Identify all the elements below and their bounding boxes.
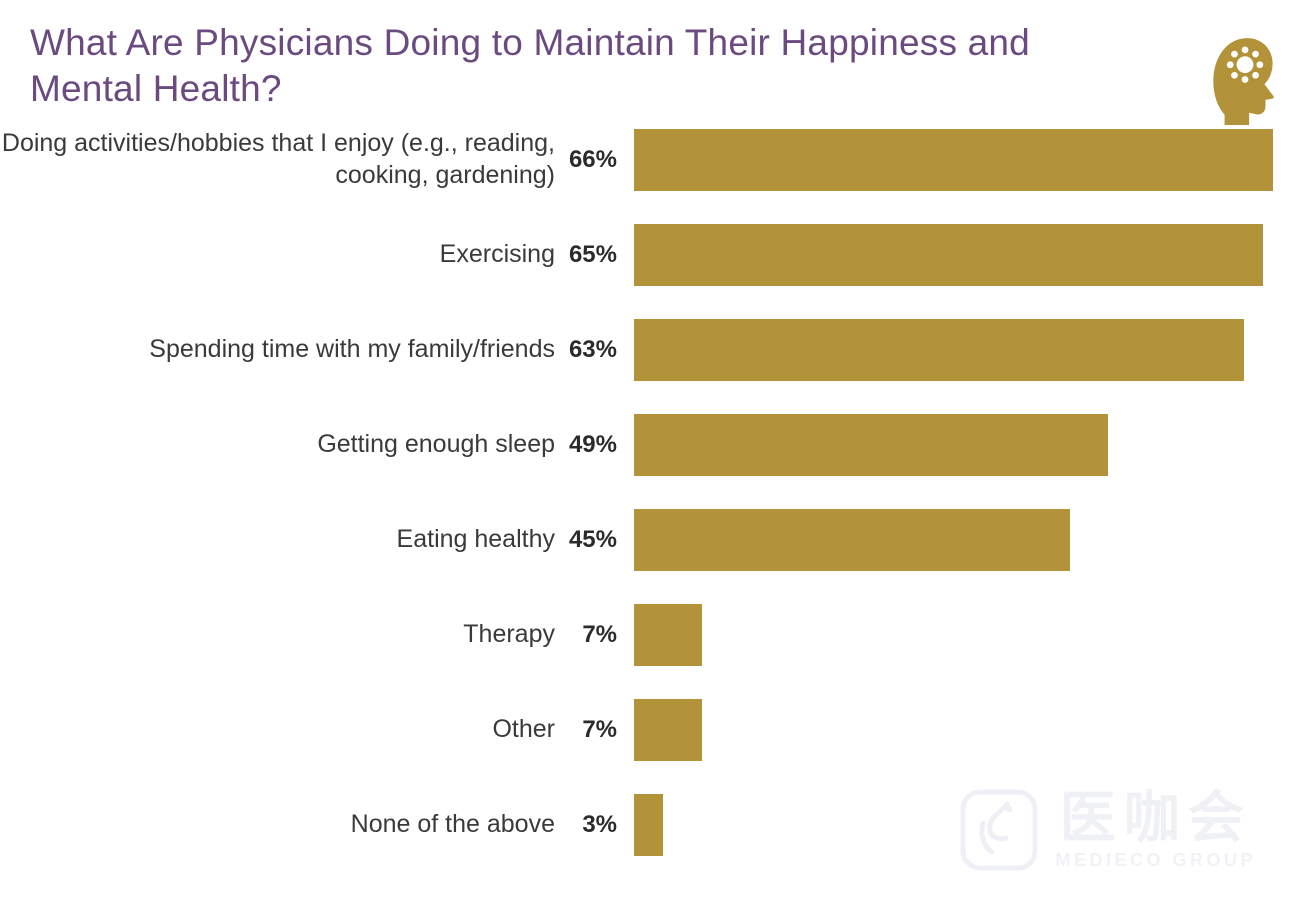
chart-title: What Are Physicians Doing to Maintain Th… [30,22,1030,109]
bar-chart: Doing activities/hobbies that I enjoy (e… [0,112,1290,872]
bar-row: Spending time with my family/friends 63% [0,302,1290,397]
bar-label: Eating healthy [396,524,555,553]
bar-label: Other [492,714,555,743]
bar-track [634,223,1273,286]
bar-row: Exercising 65% [0,207,1290,302]
bar-track [634,698,1273,761]
head-with-sun-icon [1211,33,1277,125]
bar-track [634,413,1273,476]
bar [634,413,1109,476]
bar-track [634,318,1273,381]
bar [634,128,1273,191]
bar [634,603,702,666]
bar-value: 7% [582,620,617,648]
bar-label: Getting enough sleep [317,429,555,458]
bar [634,698,702,761]
bar-label: Therapy [463,619,555,648]
bar-track [634,128,1273,191]
bar-value: 66% [568,145,617,173]
bar-row: Therapy 7% [0,587,1290,682]
bar-label: Doing activities/hobbies that I enjoy (e… [1,129,555,189]
bar-row: Getting enough sleep 49% [0,397,1290,492]
bar-value: 63% [568,335,617,363]
bar-track [634,603,1273,666]
bar-rows: Doing activities/hobbies that I enjoy (e… [0,112,1290,872]
bar-row: None of the above 3% [0,777,1290,872]
bar [634,223,1264,286]
bar-value: 65% [568,240,617,268]
bar-value: 7% [582,715,617,743]
bar-value: 3% [582,810,617,838]
bar-track [634,508,1273,571]
bar-row: Doing activities/hobbies that I enjoy (e… [0,112,1290,207]
bar-label: None of the above [350,809,555,838]
bar-track [634,793,1273,856]
bar-value: 45% [568,525,617,553]
bar-value: 49% [568,430,617,458]
bar-row: Eating healthy 45% [0,492,1290,587]
bar [634,508,1070,571]
header: What Are Physicians Doing to Maintain Th… [0,20,1290,125]
bar [634,318,1244,381]
bar [634,793,664,856]
bar-label: Exercising [439,239,555,268]
bar-row: Other 7% [0,682,1290,777]
bar-label: Spending time with my family/friends [149,334,555,363]
infographic-page: What Are Physicians Doing to Maintain Th… [0,20,1290,898]
